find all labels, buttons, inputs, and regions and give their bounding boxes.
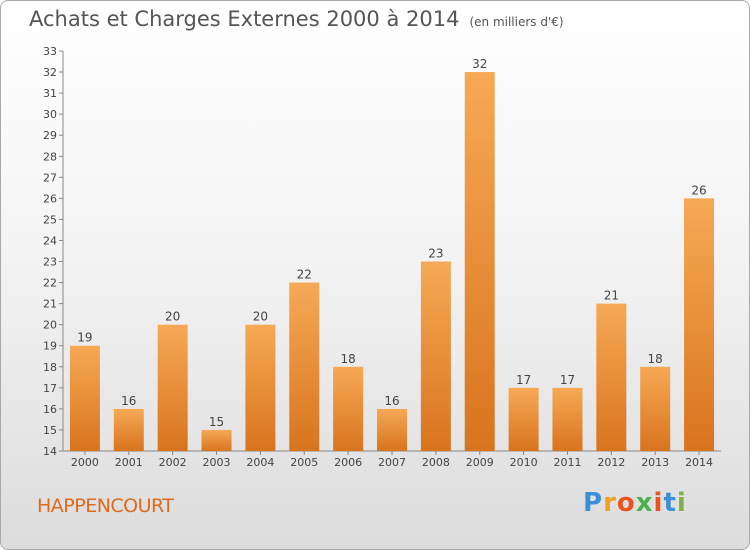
x-tick-label-2014: 2014 xyxy=(685,456,713,469)
y-tick-label: 16 xyxy=(43,403,57,416)
x-tick-label-2011: 2011 xyxy=(553,456,581,469)
bar-2004 xyxy=(245,324,276,451)
data-label-2009: 32 xyxy=(472,57,487,71)
y-tick-label: 23 xyxy=(43,256,57,269)
bar-2010 xyxy=(508,387,539,451)
bar-2007 xyxy=(377,408,407,451)
data-label-2011: 17 xyxy=(560,373,575,387)
x-tick-label-2005: 2005 xyxy=(290,456,318,469)
y-tick-label: 19 xyxy=(43,340,57,353)
chart-title: Achats et Charges Externes 2000 à 2014 (e… xyxy=(29,7,564,31)
y-tick-label: 24 xyxy=(43,234,57,247)
logo-letter: i xyxy=(653,488,664,518)
data-label-2000: 19 xyxy=(77,331,92,345)
bar-2014 xyxy=(684,198,715,451)
bar-2002 xyxy=(157,324,188,451)
y-tick-label: 25 xyxy=(43,213,57,226)
x-tick-label-2004: 2004 xyxy=(246,456,274,469)
x-tick-label-2002: 2002 xyxy=(159,456,187,469)
data-label-2005: 22 xyxy=(297,268,312,282)
data-label-2010: 17 xyxy=(516,373,531,387)
y-tick-label: 21 xyxy=(43,298,57,311)
y-tick-label: 29 xyxy=(43,129,57,142)
x-tick-label-2010: 2010 xyxy=(510,456,538,469)
x-tick-label-2001: 2001 xyxy=(115,456,143,469)
data-label-2003: 15 xyxy=(209,415,224,429)
commune-name: HAPPENCOURT xyxy=(37,495,174,517)
data-label-2007: 16 xyxy=(384,394,399,408)
data-label-2008: 23 xyxy=(428,247,443,261)
bar-2009 xyxy=(464,72,495,451)
data-label-2012: 21 xyxy=(604,289,619,303)
data-label-2006: 18 xyxy=(340,352,355,366)
y-tick-label: 20 xyxy=(43,319,57,332)
bar-2001 xyxy=(113,408,144,451)
y-tick-label: 17 xyxy=(43,382,57,395)
y-tick-label: 22 xyxy=(43,277,57,290)
bar-2012 xyxy=(596,303,627,451)
x-tick-label-2007: 2007 xyxy=(378,456,406,469)
bar-2003 xyxy=(201,429,232,451)
logo-letter: i xyxy=(676,488,687,518)
x-tick-label-2009: 2009 xyxy=(466,456,494,469)
x-tick-label-2013: 2013 xyxy=(641,456,669,469)
bar-2006 xyxy=(333,366,364,451)
x-tick-label-2003: 2003 xyxy=(203,456,231,469)
y-axis: 14 15 16 17 18 19 20 21 22 23 24 25 26 27 28 29 30 31 32 33 xyxy=(43,45,64,458)
logo-letter: t xyxy=(663,488,677,518)
data-label-2002: 20 xyxy=(165,310,180,324)
y-tick-label: 32 xyxy=(43,66,57,79)
x-tick-label-2006: 2006 xyxy=(334,456,362,469)
data-label-2013: 18 xyxy=(648,352,663,366)
data-labels: 19 16 20 15 20 22 18 16 23 32 17 17 21 18 26 xyxy=(77,57,706,429)
bar-2011 xyxy=(552,387,583,451)
y-tick-label: 26 xyxy=(43,192,57,205)
chart-title-text: Achats et Charges Externes 2000 à 2014 xyxy=(29,7,460,31)
y-tick-label: 14 xyxy=(43,445,57,458)
x-tick-label-2012: 2012 xyxy=(597,456,625,469)
x-tick-label-2000: 2000 xyxy=(71,456,99,469)
proxiti-logo: Proxiti xyxy=(583,488,687,518)
x-tick-label-2008: 2008 xyxy=(422,456,450,469)
y-tick-label: 31 xyxy=(43,87,57,100)
bar-2013 xyxy=(640,366,671,451)
chart-subtitle: (en milliers d'€) xyxy=(469,15,564,29)
y-tick-label: 28 xyxy=(43,150,57,163)
bar-2000 xyxy=(69,345,100,451)
logo-letter: P xyxy=(583,488,604,518)
bar-2005 xyxy=(289,282,320,451)
bars xyxy=(69,72,715,451)
y-tick-label: 30 xyxy=(43,108,57,121)
y-tick-label: 15 xyxy=(43,424,57,437)
y-tick-label: 27 xyxy=(43,171,57,184)
data-label-2001: 16 xyxy=(121,394,136,408)
x-axis: 2000 2001 2002 2003 2004 2005 2006 2007 2008 2009… xyxy=(63,450,721,469)
data-label-2004: 20 xyxy=(253,310,268,324)
logo-letter: o xyxy=(616,488,636,518)
y-tick-label: 18 xyxy=(43,361,57,374)
logo-letter: x xyxy=(635,488,654,518)
bar-2008 xyxy=(420,261,451,451)
data-label-2014: 26 xyxy=(691,183,706,197)
y-tick-label: 33 xyxy=(43,45,57,58)
logo-letter: r xyxy=(603,488,617,518)
